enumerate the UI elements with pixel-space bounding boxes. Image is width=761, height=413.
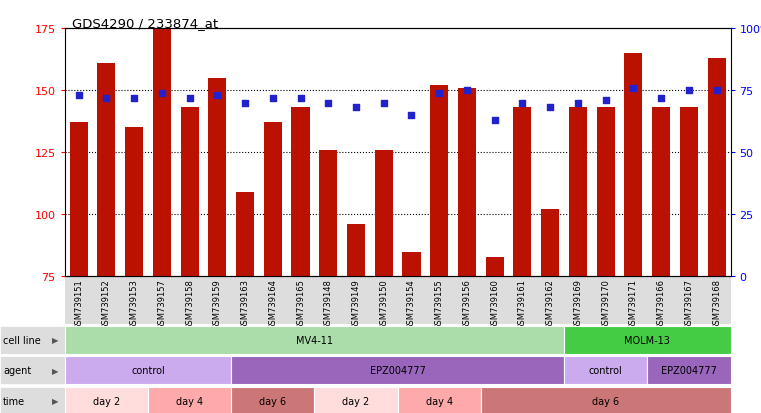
Text: day 6: day 6: [592, 396, 619, 406]
Bar: [236, 192, 254, 277]
Bar: [652, 108, 670, 277]
Bar: [430, 86, 448, 277]
Bar: [209, 78, 226, 277]
Point: [655, 95, 667, 102]
Bar: [97, 64, 116, 277]
Text: EPZ004777: EPZ004777: [370, 366, 425, 375]
Bar: [708, 59, 726, 277]
Bar: [291, 108, 310, 277]
Point: [183, 95, 196, 102]
Text: ▶: ▶: [52, 396, 59, 406]
Point: [406, 112, 418, 119]
Point: [295, 95, 307, 102]
Bar: [514, 108, 531, 277]
Bar: [625, 54, 642, 277]
Point: [322, 100, 334, 107]
Point: [266, 95, 279, 102]
Point: [377, 100, 390, 107]
Point: [517, 100, 529, 107]
Point: [72, 93, 84, 99]
Text: time: time: [3, 396, 25, 406]
Bar: [153, 29, 170, 277]
Bar: [569, 108, 587, 277]
Point: [128, 95, 140, 102]
Bar: [69, 123, 88, 277]
Point: [433, 90, 445, 97]
Bar: [264, 123, 282, 277]
Point: [239, 100, 251, 107]
Text: agent: agent: [3, 366, 31, 375]
Text: GDS4290 / 233874_at: GDS4290 / 233874_at: [72, 17, 218, 29]
Bar: [320, 150, 337, 277]
Text: MOLM-13: MOLM-13: [624, 335, 670, 345]
Text: EPZ004777: EPZ004777: [661, 366, 717, 375]
Text: day 4: day 4: [425, 396, 453, 406]
Bar: [374, 150, 393, 277]
Bar: [347, 225, 365, 277]
Point: [461, 88, 473, 94]
Point: [156, 90, 168, 97]
Point: [711, 88, 723, 94]
Bar: [597, 108, 615, 277]
Text: ▶: ▶: [52, 335, 59, 344]
Point: [683, 88, 695, 94]
Point: [100, 95, 113, 102]
Bar: [125, 128, 143, 277]
Bar: [486, 257, 504, 277]
Point: [212, 93, 224, 99]
Point: [350, 105, 362, 112]
Text: control: control: [589, 366, 622, 375]
Point: [544, 105, 556, 112]
Point: [572, 100, 584, 107]
Text: day 2: day 2: [93, 396, 120, 406]
Text: day 4: day 4: [176, 396, 203, 406]
Bar: [680, 108, 698, 277]
Bar: [458, 88, 476, 277]
Text: day 6: day 6: [260, 396, 286, 406]
Bar: [541, 210, 559, 277]
Bar: [180, 108, 199, 277]
Text: MV4-11: MV4-11: [296, 335, 333, 345]
Text: control: control: [131, 366, 165, 375]
Text: day 2: day 2: [342, 396, 370, 406]
Text: cell line: cell line: [3, 335, 41, 345]
Point: [489, 117, 501, 124]
Text: ▶: ▶: [52, 366, 59, 375]
Bar: [403, 252, 421, 277]
Point: [627, 85, 639, 92]
Point: [600, 97, 612, 104]
